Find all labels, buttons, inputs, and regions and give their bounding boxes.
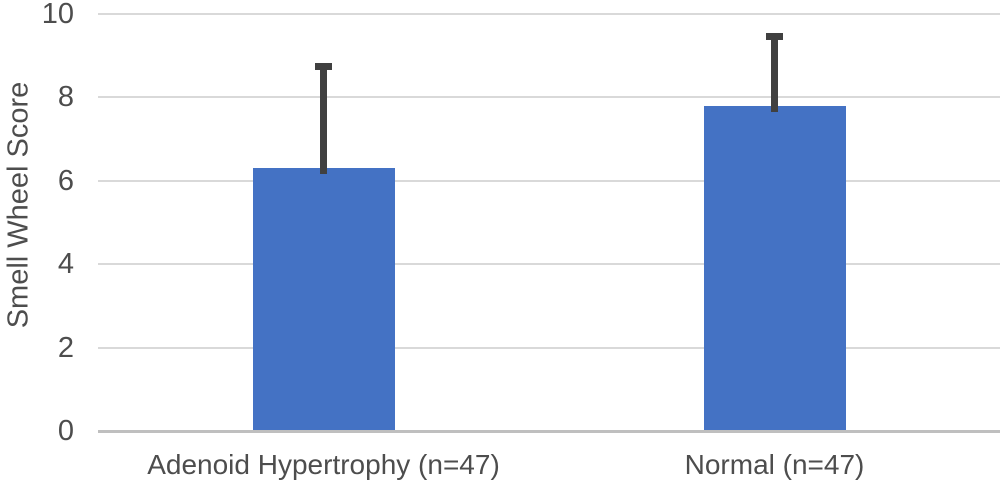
gridline — [98, 96, 1000, 99]
error-bar-line — [771, 36, 778, 112]
error-bar-cap — [315, 62, 332, 70]
y-axis-title: Smell Wheel Score — [2, 81, 35, 329]
x-category-label: Normal (n=47) — [684, 449, 865, 480]
gridline — [98, 346, 1000, 349]
y-tick-label: 10 — [41, 0, 74, 30]
y-tick-label: 8 — [57, 81, 74, 114]
x-category-label: Adenoid Hypertrophy (n=47) — [147, 449, 500, 480]
x-axis-baseline — [98, 430, 1000, 433]
y-tick-label: 2 — [57, 331, 74, 364]
gridline — [98, 179, 1000, 182]
y-tick-label: 6 — [57, 164, 74, 197]
gridline — [98, 13, 1000, 15]
plot-area — [98, 13, 1000, 433]
bar-normal — [703, 105, 846, 431]
error-bar-cap — [766, 33, 783, 41]
y-tick-label: 0 — [57, 415, 74, 447]
gridline — [98, 263, 1000, 266]
bar-adenoid-hypertrophy — [252, 168, 395, 431]
y-tick-label: 4 — [57, 248, 74, 281]
error-bar-line — [320, 66, 327, 175]
